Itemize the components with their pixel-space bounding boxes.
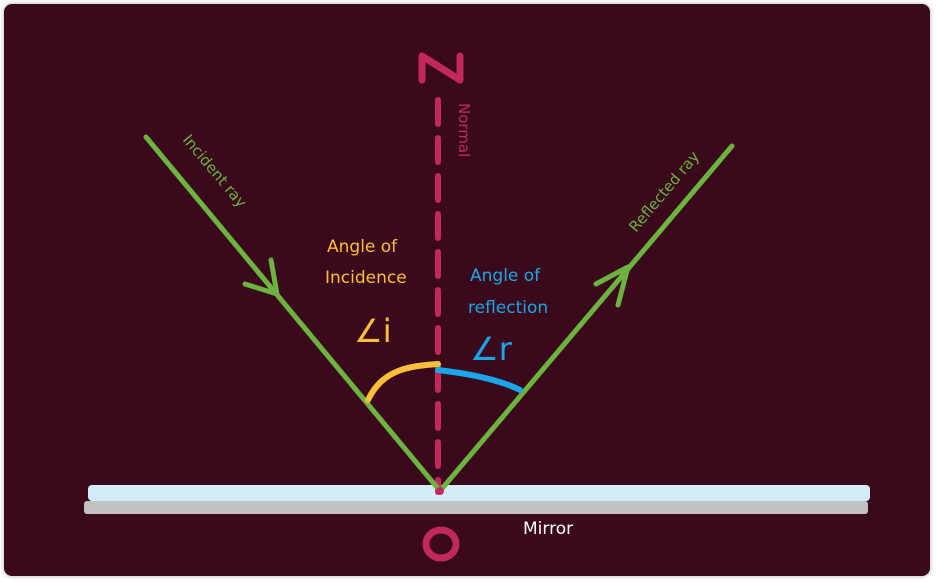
incidence-arc [365, 361, 441, 403]
origin-point [436, 487, 444, 495]
mirror-glass [88, 485, 870, 501]
incident-ray [143, 134, 443, 494]
reflection-label-line2: reflection [468, 298, 548, 318]
mirror-label: Mirror [523, 519, 573, 539]
incident-ray-label: Incident ray [179, 131, 250, 211]
normal-label: Normal [455, 103, 473, 157]
incident-ray-arrowhead [242, 257, 280, 297]
incidence-symbol: ∠i [354, 312, 392, 350]
reflected-ray-arrowhead [593, 264, 631, 308]
mirror-back [84, 501, 868, 514]
incidence-label-line2: Incidence [325, 268, 407, 288]
reflection-label-line1: Angle of [470, 266, 541, 286]
diagram-canvas: N O Normal Incident ray Reflected ray An… [4, 4, 930, 576]
point-o-shape [422, 526, 460, 562]
reflection-diagram: N O Normal Incident ray Reflected ray An… [84, 52, 870, 562]
incidence-label-line1: Angle of [327, 237, 398, 257]
reflection-symbol: ∠r [470, 330, 513, 368]
reflected-ray [437, 143, 735, 494]
reflection-arc [435, 367, 523, 393]
point-n-shape [418, 52, 464, 84]
